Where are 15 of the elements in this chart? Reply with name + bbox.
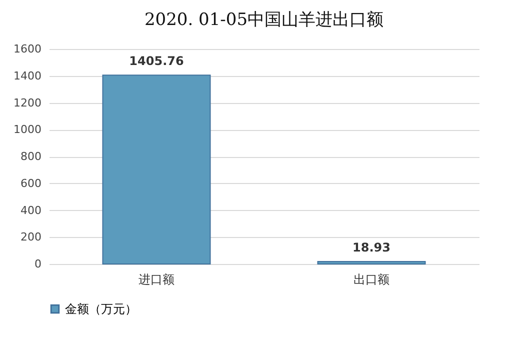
y-tick-label: 800 bbox=[20, 150, 42, 163]
data-label: 18.93 bbox=[352, 240, 390, 254]
chart-title: 2020. 01-05中国山羊进出口额 bbox=[144, 10, 384, 30]
y-tick-label: 200 bbox=[20, 230, 42, 244]
y-tick-label: 1400 bbox=[14, 69, 42, 82]
y-tick-label: 600 bbox=[20, 176, 42, 190]
y-tick-label: 1000 bbox=[14, 123, 42, 136]
y-tick-label: 1600 bbox=[14, 42, 42, 56]
data-label: 1405.76 bbox=[129, 54, 184, 68]
y-tick-label: 0 bbox=[34, 258, 42, 270]
x-tick-label: 进口额 bbox=[138, 272, 174, 286]
x-tick-label: 出口额 bbox=[354, 272, 390, 286]
y-tick-label: 1200 bbox=[14, 96, 42, 110]
legend-label: 金额（万元） bbox=[65, 302, 137, 316]
y-tick-label: 400 bbox=[20, 204, 42, 217]
